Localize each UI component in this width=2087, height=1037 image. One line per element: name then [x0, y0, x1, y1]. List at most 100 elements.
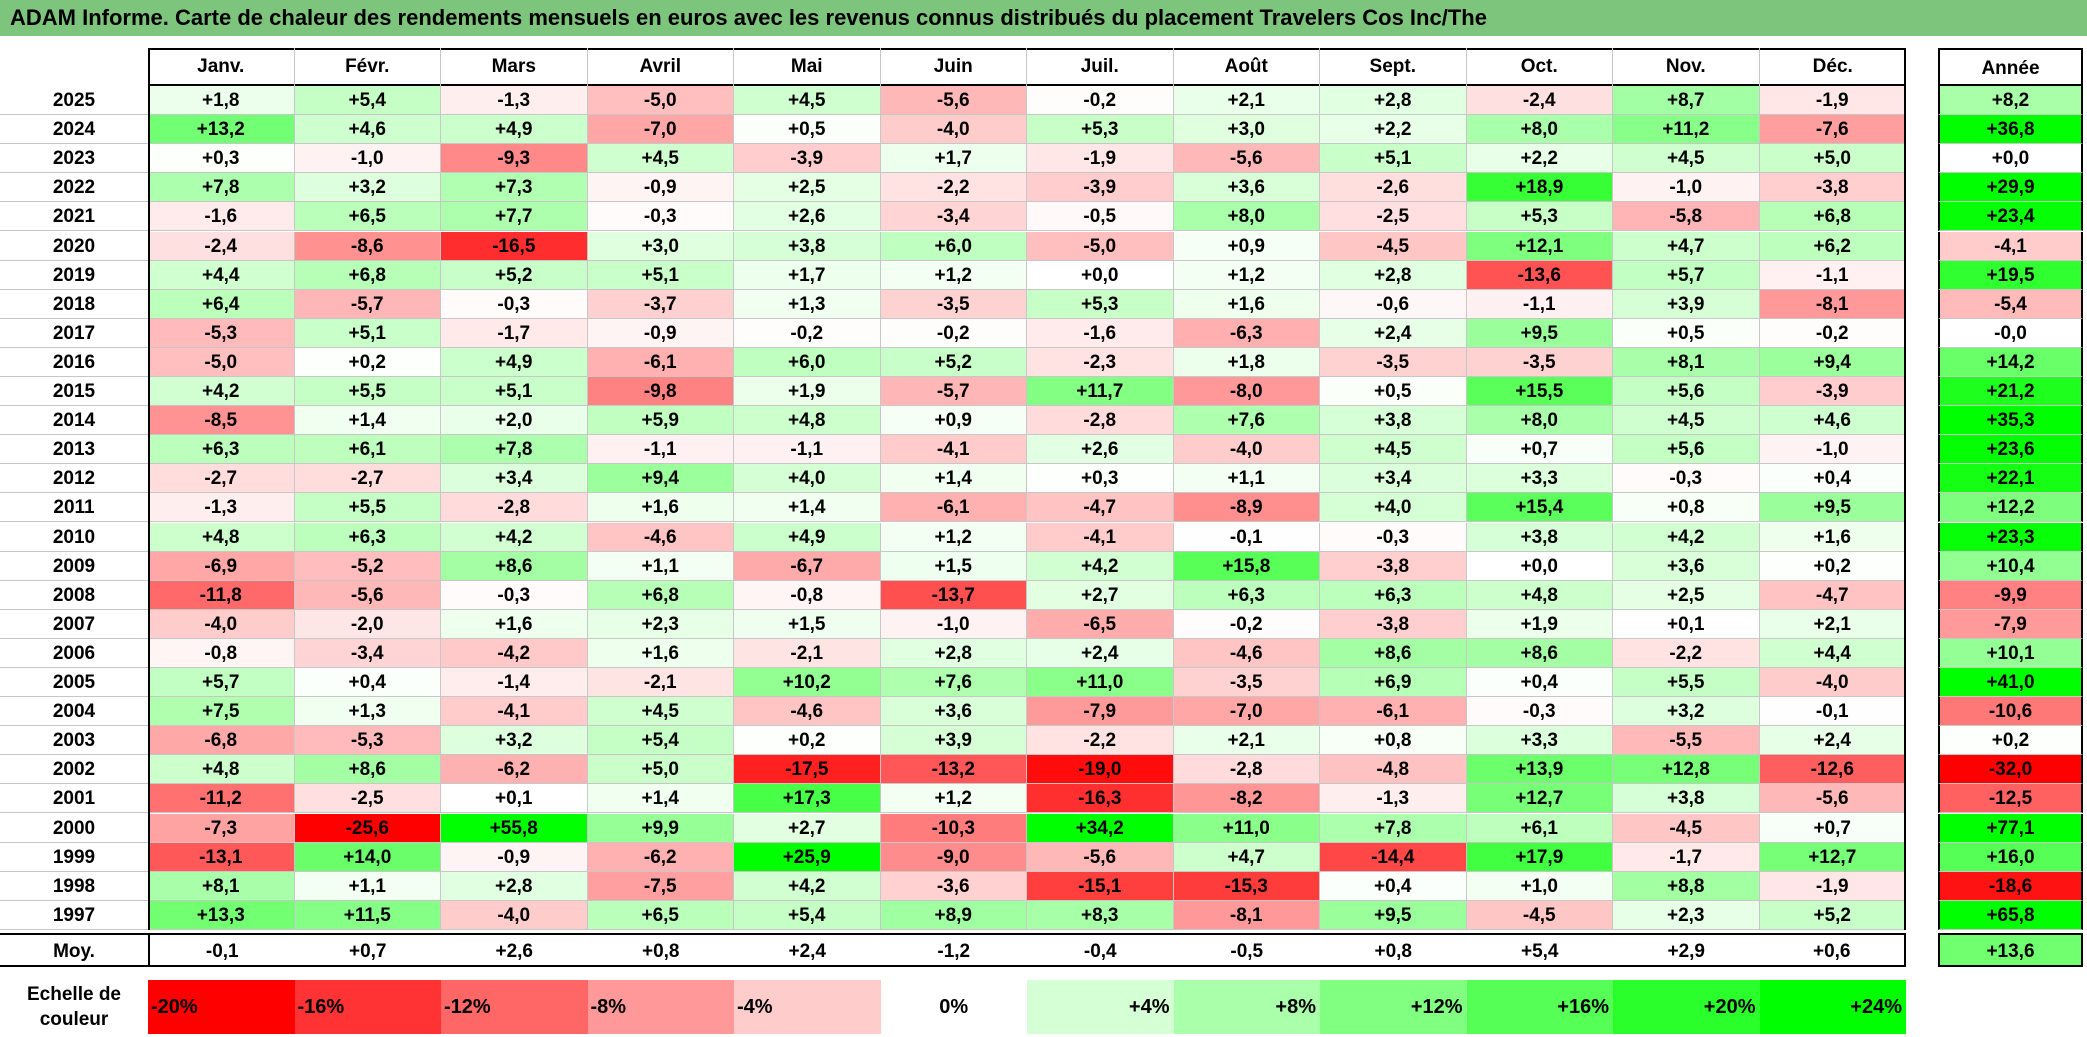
heatmap-cell: +25,9: [734, 842, 881, 872]
heatmap-cell: -8,2: [1173, 784, 1320, 814]
heatmap-cell: +1,6: [1173, 289, 1320, 319]
heatmap-cell: -17,5: [734, 755, 881, 785]
heatmap-cell: +1,2: [1173, 260, 1320, 290]
heatmap-cell: -5,7: [294, 289, 441, 319]
heatmap-cell: -9,3: [441, 144, 588, 174]
heatmap-cell: +0,2: [1759, 551, 1906, 581]
heatmap-cell: +6,3: [1173, 580, 1320, 610]
heatmap-cell: +4,2: [1027, 551, 1174, 581]
heatmap-cell: +7,7: [441, 202, 588, 232]
year-label: 2009: [0, 552, 148, 581]
heatmap-cell: +2,1: [1173, 726, 1320, 756]
heatmap-cell: -3,8: [1320, 551, 1467, 581]
heatmap-cell: +34,2: [1027, 813, 1174, 843]
heatmap-cell: -4,0: [1759, 668, 1906, 698]
heatmap-cell: -1,9: [1759, 86, 1906, 116]
color-scale-swatch: +12%: [1320, 980, 1467, 1034]
heatmap-cell: -3,5: [880, 289, 1027, 319]
heatmap-cell: +1,2: [880, 522, 1027, 552]
heatmap-cell: +7,5: [148, 697, 295, 727]
heatmap-cell: +8,1: [148, 871, 295, 901]
heatmap-cell: -1,7: [441, 318, 588, 348]
heatmap-cell: +4,5: [1320, 435, 1467, 465]
heatmap-cell: -1,9: [1759, 871, 1906, 901]
heatmap-cell: +4,5: [1613, 144, 1760, 174]
heatmap-cell: +1,7: [880, 144, 1027, 174]
heatmap-cell: -3,4: [880, 202, 1027, 232]
annual-cell: +23,4: [1938, 202, 2083, 232]
heatmap-cell: +9,4: [1759, 347, 1906, 377]
annual-cell: +0,0: [1938, 144, 2083, 174]
average-cell: +2,4: [734, 932, 881, 967]
year-label: 2007: [0, 610, 148, 639]
heatmap-cell: -11,2: [148, 784, 295, 814]
heatmap-cell: +12,7: [1466, 784, 1613, 814]
annual-cell: +10,4: [1938, 551, 2083, 581]
heatmap-cell: -0,8: [734, 580, 881, 610]
heatmap-cell: +7,6: [1173, 406, 1320, 436]
heatmap-cell: +5,4: [734, 900, 881, 930]
heatmap-cell: -0,2: [1027, 86, 1174, 116]
heatmap-cell: +1,5: [734, 609, 881, 639]
heatmap-cell: +2,8: [880, 638, 1027, 668]
heatmap-cell: +6,0: [734, 347, 881, 377]
heatmap-cell: +2,2: [1320, 115, 1467, 145]
heatmap-cell: -3,4: [294, 638, 441, 668]
year-label: 2000: [0, 814, 148, 843]
heatmap-cell: +0,5: [734, 115, 881, 145]
heatmap-cell: -6,1: [1320, 697, 1467, 727]
annual-cell: +12,2: [1938, 493, 2083, 523]
color-scale-swatch: -16%: [294, 980, 441, 1034]
heatmap-cell: -4,1: [1027, 522, 1174, 552]
heatmap-cell: +6,2: [1759, 231, 1906, 261]
heatmap-cell: +2,5: [1613, 580, 1760, 610]
month-header: Avril: [588, 48, 734, 86]
heatmap-cell: +11,7: [1027, 377, 1174, 407]
heatmap-cell: +6,1: [294, 435, 441, 465]
heatmap-cell: -5,3: [294, 726, 441, 756]
heatmap-cell: -13,6: [1466, 260, 1613, 290]
year-label: 2024: [0, 115, 148, 145]
average-cell: +2,6: [441, 932, 588, 967]
annual-cell: -7,9: [1938, 609, 2083, 639]
heatmap-cell: +9,5: [1759, 493, 1906, 523]
heatmap-cell: -8,9: [1173, 493, 1320, 523]
heatmap-cell: -5,8: [1613, 202, 1760, 232]
year-label: 2015: [0, 377, 148, 407]
heatmap-cell: -4,5: [1613, 813, 1760, 843]
heatmap-cell: -5,7: [880, 377, 1027, 407]
month-header: Mai: [734, 48, 881, 86]
heatmap-cell: +4,8: [148, 522, 295, 552]
heatmap-cell: +0,5: [1613, 318, 1760, 348]
annual-cell: +65,8: [1938, 900, 2083, 930]
heatmap-cell: +6,9: [1320, 668, 1467, 698]
heatmap-cell: +4,7: [1173, 842, 1320, 872]
heatmap-cell: -3,8: [1320, 609, 1467, 639]
heatmap-cell: -6,5: [1027, 609, 1174, 639]
annual-cell: -18,6: [1938, 871, 2083, 901]
heatmap-cell: +3,4: [441, 464, 588, 494]
heatmap-cell: +17,3: [734, 784, 881, 814]
color-scale-swatch: +4%: [1027, 980, 1174, 1034]
heatmap-cell: +6,8: [587, 580, 734, 610]
heatmap-cell: +5,0: [1759, 144, 1906, 174]
heatmap-cell: -2,8: [1027, 406, 1174, 436]
heatmap-cell: +11,2: [1613, 115, 1760, 145]
heatmap-cell: -3,7: [587, 289, 734, 319]
heatmap-cell: +4,8: [734, 406, 881, 436]
heatmap-cell: -4,6: [1173, 638, 1320, 668]
heatmap-cell: -1,0: [1759, 435, 1906, 465]
heatmap-cell: -5,0: [148, 347, 295, 377]
heatmap-cell: +5,2: [880, 347, 1027, 377]
heatmap-cell: -8,5: [148, 406, 295, 436]
heatmap-cell: -3,9: [1027, 173, 1174, 203]
heatmap-cell: +8,0: [1466, 115, 1613, 145]
heatmap-cell: -2,1: [734, 638, 881, 668]
heatmap-cell: -1,0: [880, 609, 1027, 639]
annual-cell: +0,2: [1938, 726, 2083, 756]
heatmap-cell: -0,3: [441, 580, 588, 610]
heatmap-cell: +6,8: [294, 260, 441, 290]
heatmap-cell: -6,1: [587, 347, 734, 377]
average-cell: -0,4: [1027, 932, 1174, 967]
heatmap-cell: +3,3: [1466, 726, 1613, 756]
